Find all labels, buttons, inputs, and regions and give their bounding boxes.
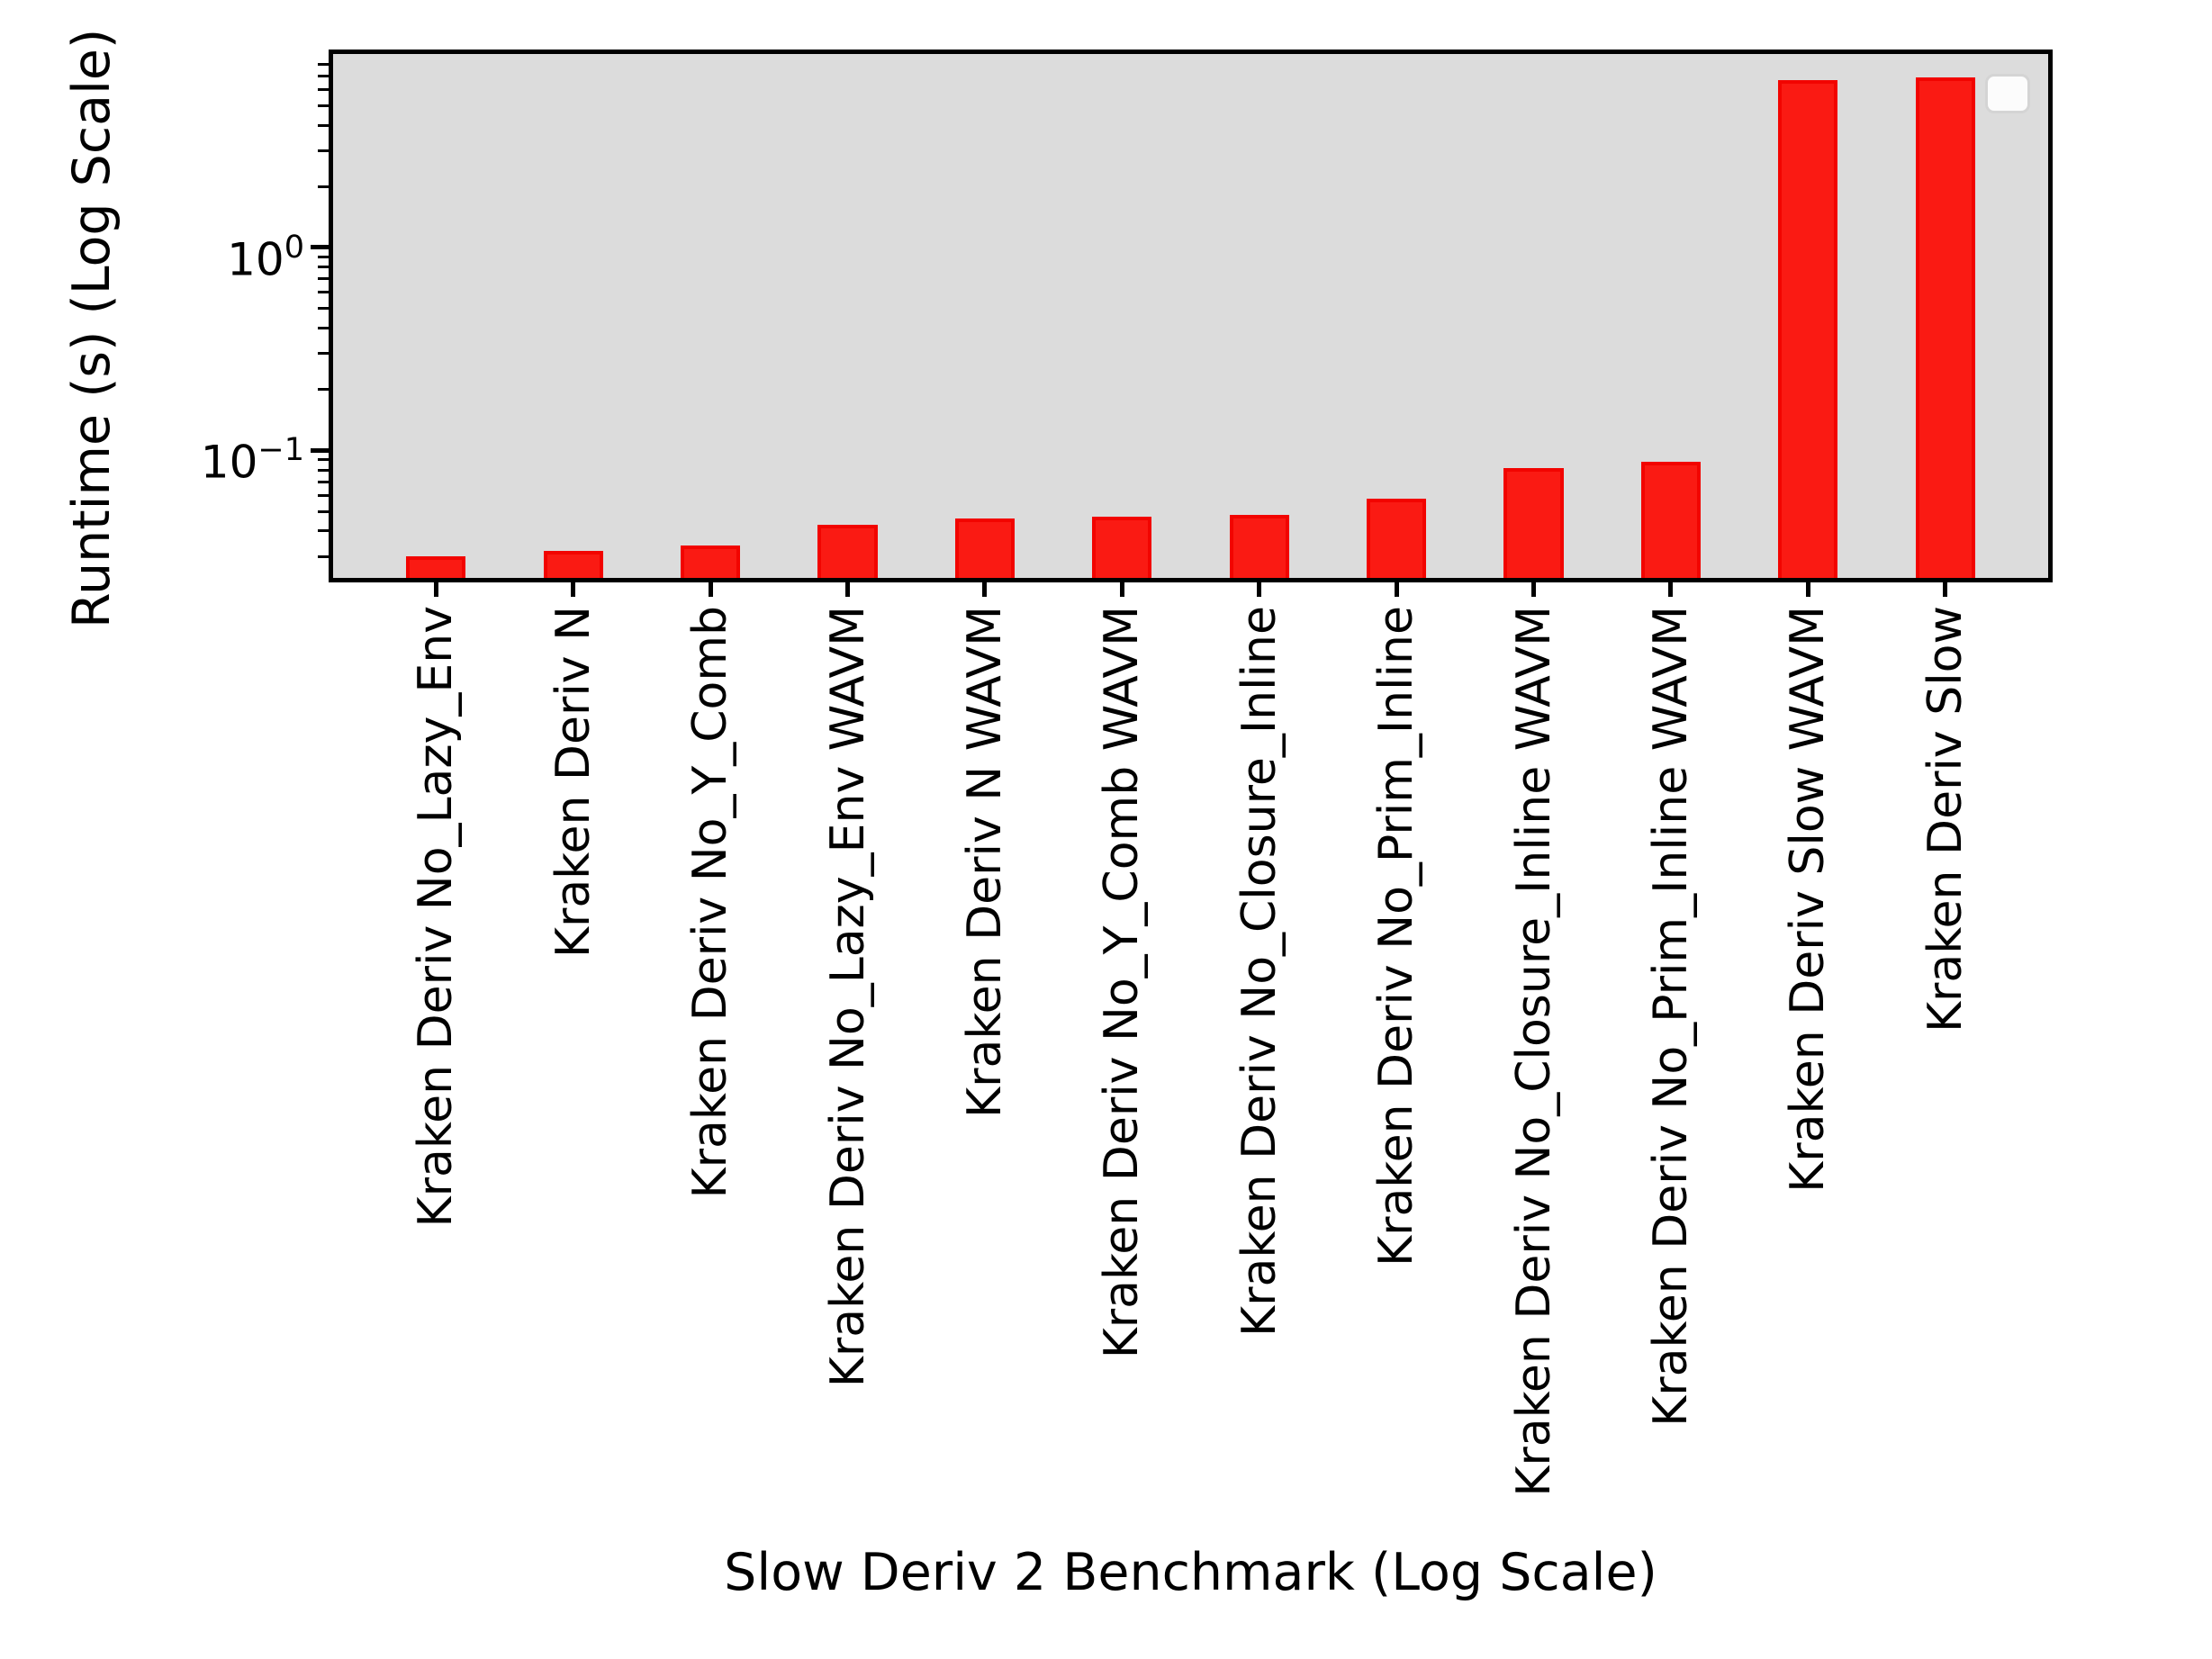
y-minor-tick (318, 255, 329, 258)
category-label: Kraken Deriv No_Prim_Inline (1369, 606, 1424, 1267)
x-tick (1394, 582, 1399, 597)
y-minor-tick (318, 123, 329, 127)
x-tick (1257, 582, 1262, 597)
bar-2 (680, 545, 741, 578)
y-minor-tick (318, 327, 329, 330)
y-minor-tick (318, 468, 329, 472)
category-label: Kraken Deriv No_Y_Comb (683, 606, 738, 1199)
category-label: Kraken Deriv N (546, 606, 600, 959)
y-axis-label: Runtime (s) (Log Scale) (62, 28, 122, 629)
x-tick (1531, 582, 1536, 597)
y-major-tick (311, 245, 329, 250)
y-minor-tick (318, 149, 329, 152)
y-minor-tick (318, 529, 329, 533)
category-label: Kraken Deriv No_Closure_Inline (1232, 606, 1287, 1337)
y-minor-tick (318, 458, 329, 462)
y-minor-tick (318, 387, 329, 391)
y-minor-tick (318, 63, 329, 67)
y-minor-tick (318, 104, 329, 107)
x-tick (1805, 582, 1810, 597)
y-minor-tick (318, 352, 329, 356)
bar-8 (1503, 467, 1564, 578)
plot-area (329, 50, 2053, 582)
y-tick-label: 100 (227, 229, 304, 286)
x-axis-label: Slow Deriv 2 Benchmark (Log Scale) (724, 1543, 1657, 1602)
category-label: Kraken Deriv No_Prim_Inline WAVM (1643, 606, 1698, 1427)
bar-6 (1229, 515, 1289, 578)
x-tick (845, 582, 850, 597)
x-tick (708, 582, 713, 597)
category-label: Kraken Deriv No_Closure_Inline WAVM (1506, 606, 1561, 1497)
y-minor-tick (318, 185, 329, 188)
bar-4 (954, 518, 1016, 578)
y-minor-tick (318, 493, 329, 497)
category-label: Kraken Deriv No_Lazy_Env WAVM (820, 606, 875, 1388)
bar-3 (817, 524, 878, 578)
y-minor-tick (318, 291, 329, 294)
y-major-tick (311, 447, 329, 453)
y-minor-tick (318, 509, 329, 513)
x-tick (1668, 582, 1674, 597)
category-label: Kraken Deriv Slow (1918, 606, 1973, 1033)
y-minor-tick (318, 555, 329, 558)
category-label: Kraken Deriv Slow WAVM (1781, 606, 1836, 1193)
y-minor-tick (318, 307, 329, 311)
x-tick (1119, 582, 1124, 597)
x-tick (982, 582, 988, 597)
bar-9 (1640, 461, 1702, 578)
y-minor-tick (318, 277, 329, 281)
category-label: Kraken Deriv N WAVM (957, 606, 1012, 1118)
bar-5 (1092, 517, 1152, 578)
y-minor-tick (318, 480, 329, 483)
category-label: Kraken Deriv No_Y_Comb WAVM (1095, 606, 1150, 1359)
y-minor-tick (318, 75, 329, 78)
category-label: Kraken Deriv No_Lazy_Env (409, 606, 464, 1228)
y-minor-tick (318, 88, 329, 92)
x-tick (571, 582, 576, 597)
y-minor-tick (318, 266, 329, 269)
y-tick-label: 10−1 (200, 432, 304, 489)
bar-1 (543, 550, 603, 578)
x-tick (433, 582, 438, 597)
bar-0 (406, 556, 466, 578)
bar-7 (1366, 498, 1427, 578)
x-tick (1943, 582, 1948, 597)
legend (1985, 74, 2030, 113)
bar-10 (1778, 79, 1838, 578)
bar-11 (1915, 77, 1975, 578)
